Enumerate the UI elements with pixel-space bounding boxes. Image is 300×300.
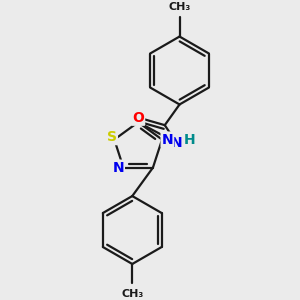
Text: CH₃: CH₃ <box>168 2 191 12</box>
Text: S: S <box>107 130 117 144</box>
Text: N: N <box>171 136 182 150</box>
Text: N: N <box>112 160 124 175</box>
Text: O: O <box>132 111 144 125</box>
Text: N: N <box>162 133 173 146</box>
Text: CH₃: CH₃ <box>121 289 143 298</box>
Text: H: H <box>184 133 196 147</box>
